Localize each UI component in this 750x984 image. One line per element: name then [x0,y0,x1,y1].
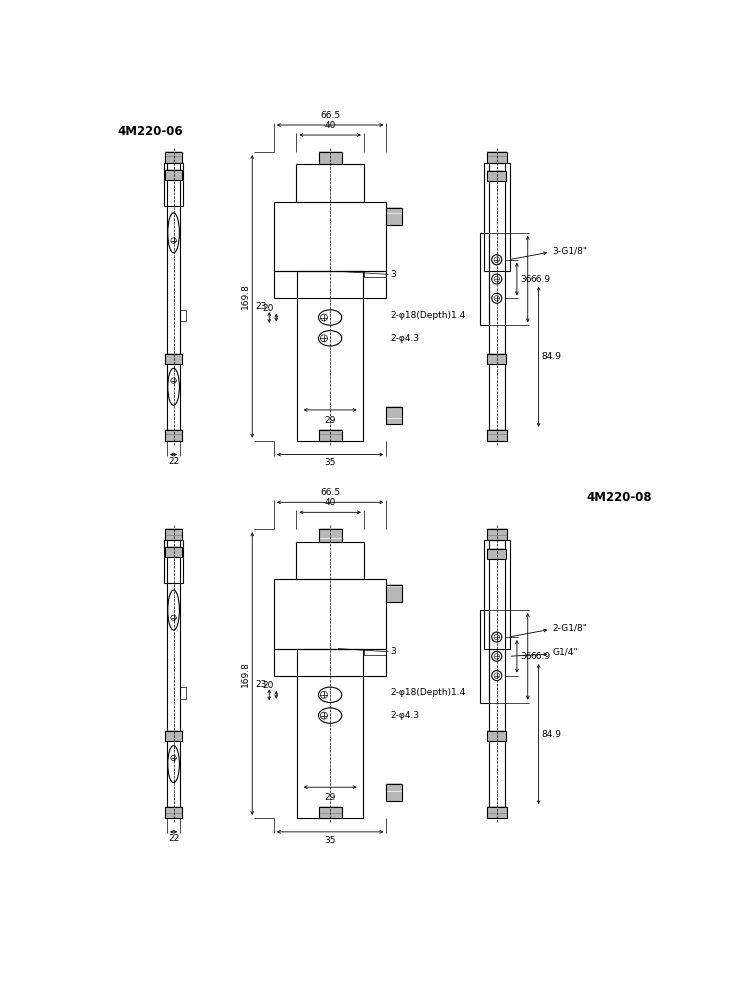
Text: 66.9: 66.9 [531,651,551,661]
Bar [364,648,386,654]
Text: 66.5: 66.5 [320,488,340,497]
Bar [489,162,505,430]
Bar [319,152,342,164]
Bar [489,540,505,807]
Text: 22: 22 [168,457,179,465]
Bar [167,538,180,809]
Text: 23: 23 [256,302,267,311]
Bar [484,162,510,272]
Bar [297,648,364,818]
Bar [180,310,185,322]
Bar [166,731,182,741]
Text: 3-G1/8": 3-G1/8" [553,246,587,255]
Text: 66.5: 66.5 [320,110,340,120]
Text: 4M220-06: 4M220-06 [117,125,183,138]
Bar [487,807,507,818]
Bar [274,580,386,648]
Text: 2-φ4.3: 2-φ4.3 [390,334,419,342]
Bar [297,272,364,441]
Bar [164,540,183,584]
Bar [274,272,386,298]
Bar [386,406,402,424]
Bar [487,430,507,441]
Text: 2-G1/8": 2-G1/8" [553,623,587,633]
Bar [319,430,342,441]
Bar [480,233,489,325]
Text: 2-φ18(Depth)1.4: 2-φ18(Depth)1.4 [390,688,466,697]
Text: 3: 3 [390,647,396,656]
Text: 29: 29 [325,793,336,802]
Bar [319,807,342,818]
Text: 40: 40 [325,121,336,130]
Text: 66.9: 66.9 [531,275,551,283]
Text: 22: 22 [168,834,179,843]
Text: 3: 3 [390,270,396,278]
Bar [488,171,506,181]
Bar [166,169,182,180]
Bar [166,353,182,364]
Bar [386,585,402,602]
Bar [487,529,507,540]
Bar [167,161,180,431]
Bar [296,541,364,580]
Bar [364,272,386,277]
Bar [484,540,510,648]
Text: 84.9: 84.9 [542,352,562,361]
Text: 35: 35 [324,835,336,844]
Bar [274,202,386,272]
Text: 169.8: 169.8 [241,283,250,309]
Bar [488,731,506,741]
Bar [165,529,182,540]
Bar [296,164,364,202]
Bar [165,152,182,162]
Text: 36: 36 [520,651,532,661]
Bar [386,784,402,801]
Text: 29: 29 [325,416,336,425]
Text: 20: 20 [262,681,274,690]
Text: G1/4": G1/4" [553,647,578,657]
Bar [488,353,506,364]
Bar [166,547,182,557]
Bar [386,209,402,225]
Text: 35: 35 [324,459,336,467]
Bar [319,529,342,541]
Text: 36: 36 [520,275,532,283]
Text: 84.9: 84.9 [542,729,562,739]
Text: 2-φ4.3: 2-φ4.3 [390,711,419,720]
Bar [487,152,507,162]
Text: 2-φ18(Depth)1.4: 2-φ18(Depth)1.4 [390,311,466,320]
Bar [165,430,182,441]
Text: 40: 40 [325,498,336,507]
Bar [274,648,386,676]
Text: 20: 20 [262,304,274,313]
Bar [165,807,182,818]
Text: 23: 23 [256,680,267,689]
Bar [180,687,185,699]
Text: 4M220-08: 4M220-08 [586,491,652,504]
Bar [488,548,506,559]
Text: 169.8: 169.8 [241,660,250,687]
Bar [480,610,489,703]
Bar [164,162,183,206]
